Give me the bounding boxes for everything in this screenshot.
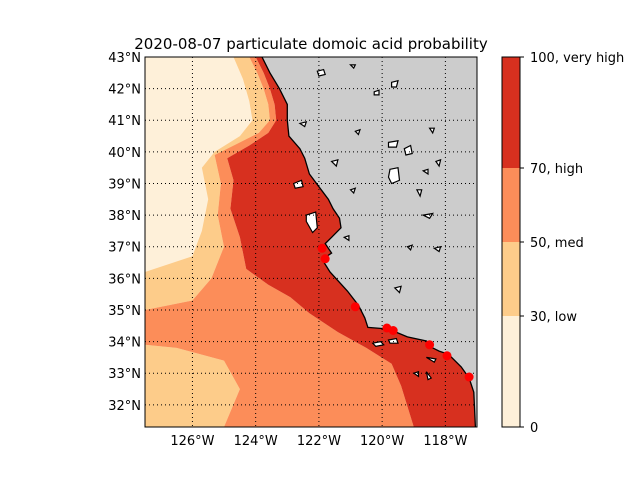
colorbar: 0 30, low 50, med 70, high 100, very high bbox=[501, 51, 624, 436]
lon-tick-label: 124°W bbox=[234, 434, 278, 449]
colorbar-bands bbox=[502, 57, 520, 427]
colorbar-tick-label: 70, high bbox=[530, 162, 583, 177]
lat-tick-label: 37°N bbox=[108, 241, 141, 256]
lat-tick-label: 39°N bbox=[108, 178, 141, 193]
island-outline bbox=[330, 158, 339, 168]
island-outline bbox=[434, 158, 442, 168]
zone-med bbox=[145, 57, 270, 427]
lat-tick-label: 38°N bbox=[108, 209, 141, 224]
colorbar-band bbox=[502, 168, 520, 242]
island-outline bbox=[428, 127, 436, 135]
station-marker bbox=[464, 372, 474, 382]
latitude-labels: 32°N 33°N 34°N 35°N 36°N 37°N 38°N 39°N 40°N 41°N… bbox=[108, 51, 141, 414]
land-mass bbox=[262, 57, 477, 427]
colorbar-tick-label: 0 bbox=[530, 421, 538, 436]
station-marker bbox=[320, 254, 330, 264]
zone-very_high bbox=[227, 57, 476, 427]
lat-tick-label: 32°N bbox=[108, 399, 141, 414]
island-outline bbox=[305, 211, 318, 234]
map-panel: 32°N 33°N 34°N 35°N 36°N 37°N 38°N 39°N 40°N 41°N… bbox=[108, 51, 478, 449]
lat-tick-label: 42°N bbox=[108, 83, 141, 98]
island-outline bbox=[421, 168, 429, 176]
station-marker bbox=[442, 351, 452, 361]
island-outline bbox=[349, 64, 357, 70]
sampling-stations bbox=[317, 243, 474, 382]
island-outline bbox=[415, 189, 423, 198]
station-marker bbox=[425, 340, 435, 350]
station-marker bbox=[317, 243, 327, 253]
lon-tick-label: 122°W bbox=[297, 434, 341, 449]
island-outline bbox=[349, 187, 357, 195]
lat-tick-label: 34°N bbox=[108, 336, 141, 351]
islands bbox=[292, 64, 442, 381]
station-marker bbox=[350, 302, 360, 312]
lat-tick-label: 41°N bbox=[108, 114, 141, 129]
island-outline bbox=[354, 128, 361, 136]
island-outline bbox=[426, 356, 437, 364]
zone-high bbox=[145, 57, 414, 427]
colorbar-band bbox=[502, 57, 520, 168]
island-outline bbox=[432, 245, 442, 253]
lon-tick-label: 126°W bbox=[170, 434, 214, 449]
station-marker bbox=[388, 326, 398, 335]
lat-tick-label: 36°N bbox=[108, 272, 141, 287]
probability-zones bbox=[145, 57, 476, 427]
island-outline bbox=[421, 212, 434, 220]
colorbar-tick-label: 30, low bbox=[530, 310, 577, 325]
island-outline bbox=[425, 371, 433, 381]
colorbar-band bbox=[502, 316, 520, 427]
colorbar-ticks: 0 30, low 50, med 70, high 100, very high bbox=[520, 51, 624, 436]
longitude-labels: 126°W 124°W 122°W 120°W 118°W bbox=[170, 434, 467, 449]
lat-tick-label: 43°N bbox=[108, 51, 141, 66]
island-outline bbox=[387, 140, 399, 148]
lat-tick-label: 33°N bbox=[108, 367, 141, 382]
island-outline bbox=[373, 89, 380, 96]
island-outline bbox=[316, 68, 326, 77]
colorbar-band bbox=[502, 242, 520, 316]
colorbar-tick-label: 100, very high bbox=[530, 51, 624, 66]
island-outline bbox=[387, 337, 399, 344]
lat-tick-label: 40°N bbox=[108, 146, 141, 161]
map-frame bbox=[144, 56, 478, 428]
island-outline bbox=[393, 285, 402, 294]
island-outline bbox=[403, 144, 413, 156]
lon-tick-label: 120°W bbox=[360, 434, 404, 449]
lon-tick-label: 118°W bbox=[423, 434, 467, 449]
island-outline bbox=[387, 166, 401, 185]
island-outline bbox=[342, 234, 350, 242]
island-outline bbox=[391, 79, 399, 88]
island-outline bbox=[371, 340, 385, 348]
map-title: 2020-08-07 particulate domoic acid proba… bbox=[134, 35, 488, 53]
island-outline bbox=[298, 120, 308, 128]
island-outline bbox=[292, 179, 304, 189]
lat-tick-label: 35°N bbox=[108, 304, 141, 319]
island-outline bbox=[406, 244, 414, 252]
coastline bbox=[261, 57, 477, 427]
gridlines bbox=[145, 57, 477, 427]
colorbar-tick-label: 50, med bbox=[530, 236, 584, 251]
